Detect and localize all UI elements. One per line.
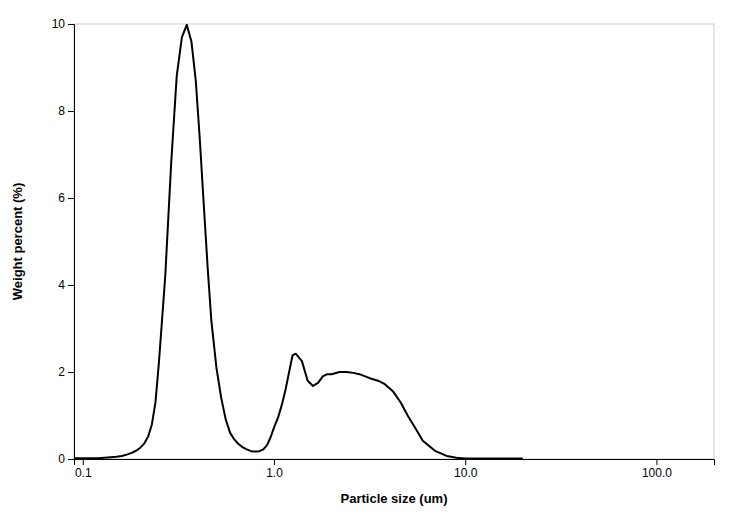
y-tick-label: 4 <box>58 278 65 292</box>
y-tick: 6 <box>58 191 74 205</box>
y-tick: 4 <box>58 278 74 292</box>
y-tick-mark <box>68 372 74 373</box>
x-tick-label: 10.0 <box>454 466 478 480</box>
y-tick-mark <box>68 24 74 25</box>
x-tick-mark <box>656 459 657 465</box>
x-tick: 100.0 <box>642 459 672 480</box>
plot-area <box>74 25 523 459</box>
data-line <box>74 25 523 459</box>
y-tick-label: 2 <box>58 365 65 379</box>
x-tick-mark <box>274 459 275 465</box>
y-axis: 0 2 4 6 8 10 <box>52 17 75 466</box>
y-tick-mark <box>68 111 74 112</box>
y-tick-mark <box>68 459 74 460</box>
y-tick: 2 <box>58 365 74 379</box>
x-tick-mark <box>83 459 84 465</box>
chart: 0.1 1.0 10.0 100.0 0 2 4 6 8 10 Particle size (um)… <box>0 0 744 519</box>
x-tick-label: 0.1 <box>75 466 92 480</box>
y-tick: 10 <box>52 17 74 31</box>
y-tick-label: 6 <box>58 191 65 205</box>
x-tick-label: 100.0 <box>642 466 672 480</box>
plot-frame <box>74 24 714 459</box>
x-axis-title: Particle size (um) <box>341 491 448 506</box>
x-tick: 0.1 <box>75 459 92 480</box>
y-tick: 0 <box>58 452 74 466</box>
y-axis-line <box>68 25 75 460</box>
x-tick-mark <box>465 459 466 465</box>
y-tick-mark <box>68 198 74 199</box>
y-tick: 8 <box>58 104 74 118</box>
x-axis-line <box>75 460 715 466</box>
x-tick: 10.0 <box>454 459 478 480</box>
y-tick-label: 8 <box>58 104 65 118</box>
y-axis-title: Weight percent (%) <box>10 183 25 301</box>
y-tick-label: 10 <box>52 17 66 31</box>
x-axis: 0.1 1.0 10.0 100.0 <box>75 459 715 480</box>
x-tick: 1.0 <box>266 459 283 480</box>
x-tick-label: 1.0 <box>266 466 283 480</box>
y-tick-mark <box>68 285 74 286</box>
y-tick-label: 0 <box>58 452 65 466</box>
